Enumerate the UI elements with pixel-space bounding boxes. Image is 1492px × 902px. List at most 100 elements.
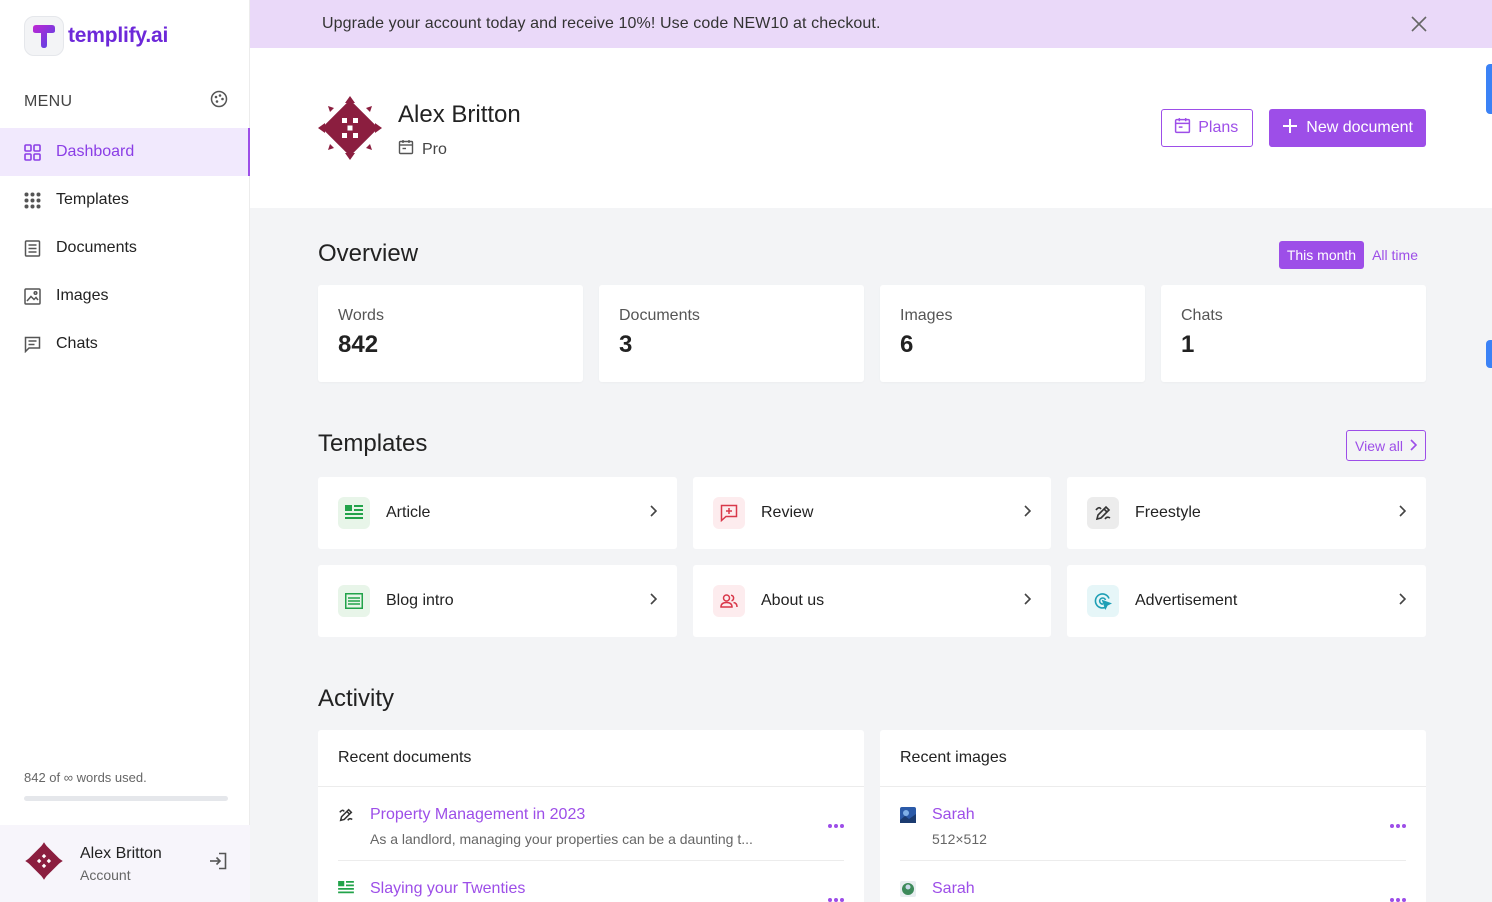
- list-item[interactable]: Property Management in 2023 As a landlor…: [338, 787, 844, 861]
- word-usage: 842 of ∞ words used.: [24, 770, 228, 801]
- account-text: Alex Britton Account: [80, 845, 208, 883]
- sidebar-item-label: Images: [56, 287, 109, 304]
- account-name: Alex Britton: [80, 844, 162, 862]
- chevron-right-icon: [1398, 592, 1407, 610]
- document-title[interactable]: Property Management in 2023: [370, 806, 586, 823]
- close-icon[interactable]: [1410, 15, 1428, 38]
- list-item[interactable]: Sarah: [900, 861, 1406, 902]
- templify-logo-icon: [24, 16, 64, 56]
- image-title[interactable]: Sarah: [932, 806, 975, 823]
- brand[interactable]: templify.ai: [24, 16, 168, 56]
- stat-label: Documents: [619, 307, 700, 324]
- more-options-icon[interactable]: [1390, 889, 1406, 902]
- sidebar-item-label: Dashboard: [56, 143, 135, 160]
- chevron-right-icon: [1403, 438, 1418, 454]
- logout-icon[interactable]: [208, 851, 228, 876]
- document-snippet: As a landlord, managing your properties …: [370, 831, 753, 847]
- profile-avatar: [318, 96, 382, 165]
- account-panel[interactable]: Alex Britton Account: [0, 825, 250, 902]
- templates-grid: Article Review Freestyle Blog intro Abou…: [318, 477, 1426, 637]
- list-item[interactable]: Sarah 512×512: [900, 787, 1406, 861]
- recent-images-panel: Recent images Sarah 512×512 Sarah: [880, 730, 1426, 902]
- new-document-button[interactable]: New document: [1269, 109, 1426, 147]
- plan-label: Pro: [422, 140, 447, 158]
- stat-value: 1: [1181, 331, 1195, 358]
- more-options-icon[interactable]: [828, 815, 844, 833]
- sidebar-item-label: Documents: [56, 239, 137, 256]
- stat-label: Words: [338, 307, 384, 324]
- chevron-right-icon: [649, 504, 658, 522]
- stat-value: 6: [900, 331, 914, 358]
- profile-text: Alex Britton Pro: [398, 101, 521, 160]
- sidebar-item-dashboard[interactable]: Dashboard: [0, 128, 250, 176]
- sidebar-item-images[interactable]: Images: [0, 272, 250, 320]
- avatar: [24, 841, 64, 886]
- header-actions: Plans New document: [1161, 109, 1426, 147]
- this-month-tab[interactable]: This month: [1278, 241, 1365, 269]
- sidebar: templify.ai MENU Dashboard Templates Doc…: [0, 0, 250, 902]
- brand-name: templify.ai: [68, 24, 169, 47]
- stat-label: Images: [900, 307, 953, 324]
- template-card-advertisement[interactable]: Advertisement: [1067, 565, 1426, 637]
- template-card-freestyle[interactable]: Freestyle: [1067, 477, 1426, 549]
- plus-icon: [1281, 117, 1306, 140]
- chevron-right-icon: [1023, 504, 1032, 522]
- image-thumbnail: [900, 881, 916, 902]
- profile-name: Alex Britton: [398, 101, 521, 128]
- document-title[interactable]: Slaying your Twenties: [370, 880, 526, 897]
- chat-icon: [24, 336, 41, 353]
- stat-value: 3: [619, 331, 633, 358]
- profile-header: Alex Britton Pro Plans New document: [250, 48, 1492, 208]
- more-options-icon[interactable]: [828, 889, 844, 902]
- stat-card-documents: Documents 3: [599, 285, 864, 382]
- menu-title: MENU: [24, 92, 73, 110]
- image-size: 512×512: [932, 831, 987, 847]
- stat-value: 842: [338, 331, 379, 358]
- pen-icon: [338, 807, 354, 828]
- apps-icon: [24, 192, 41, 209]
- all-time-tab[interactable]: All time: [1372, 247, 1418, 263]
- image-title[interactable]: Sarah: [932, 880, 975, 897]
- review-icon: [713, 497, 745, 529]
- templates-title: Templates: [318, 430, 428, 457]
- list-item[interactable]: Slaying your Twenties: [338, 861, 844, 902]
- plans-button[interactable]: Plans: [1161, 109, 1254, 147]
- new-document-label: New document: [1306, 119, 1413, 136]
- chevron-right-icon: [649, 592, 658, 610]
- calendar-icon: [398, 139, 422, 160]
- template-label: Review: [761, 504, 814, 521]
- theme-palette-icon[interactable]: [210, 90, 228, 113]
- sidebar-item-label: Chats: [56, 335, 98, 352]
- overview-title: Overview: [318, 240, 419, 267]
- document-icon: [24, 239, 41, 257]
- article-icon: [338, 497, 370, 529]
- sidebar-item-chats[interactable]: Chats: [0, 320, 250, 368]
- template-card-blog-intro[interactable]: Blog intro: [318, 565, 677, 637]
- stat-card-chats: Chats 1: [1161, 285, 1426, 382]
- recent-documents-panel: Recent documents Property Management in …: [318, 730, 864, 902]
- target-icon: [1087, 585, 1119, 617]
- article-icon: [338, 881, 354, 900]
- template-label: Freestyle: [1135, 504, 1201, 521]
- account-subtitle: Account: [80, 866, 131, 883]
- view-all-button[interactable]: View all: [1346, 430, 1426, 461]
- template-label: Blog intro: [386, 592, 454, 609]
- people-icon: [713, 585, 745, 617]
- sidebar-item-templates[interactable]: Templates: [0, 176, 250, 224]
- template-card-review[interactable]: Review: [693, 477, 1051, 549]
- side-panel-tab-small[interactable]: [1486, 340, 1492, 368]
- template-label: About us: [761, 592, 825, 609]
- menu-header: MENU: [24, 90, 228, 113]
- sidebar-item-documents[interactable]: Documents: [0, 224, 250, 272]
- image-icon: [24, 287, 41, 305]
- period-toggle: This month All time: [1278, 241, 1426, 269]
- more-options-icon[interactable]: [1390, 815, 1406, 833]
- side-panel-tab[interactable]: [1486, 64, 1492, 114]
- template-label: Advertisement: [1135, 592, 1238, 609]
- recent-documents-title: Recent documents: [318, 730, 864, 787]
- promo-banner-text: Upgrade your account today and receive 1…: [322, 15, 881, 32]
- usage-progress-bar: [24, 796, 228, 801]
- template-card-about-us[interactable]: About us: [693, 565, 1051, 637]
- recent-images-title: Recent images: [880, 730, 1426, 787]
- template-card-article[interactable]: Article: [318, 477, 677, 549]
